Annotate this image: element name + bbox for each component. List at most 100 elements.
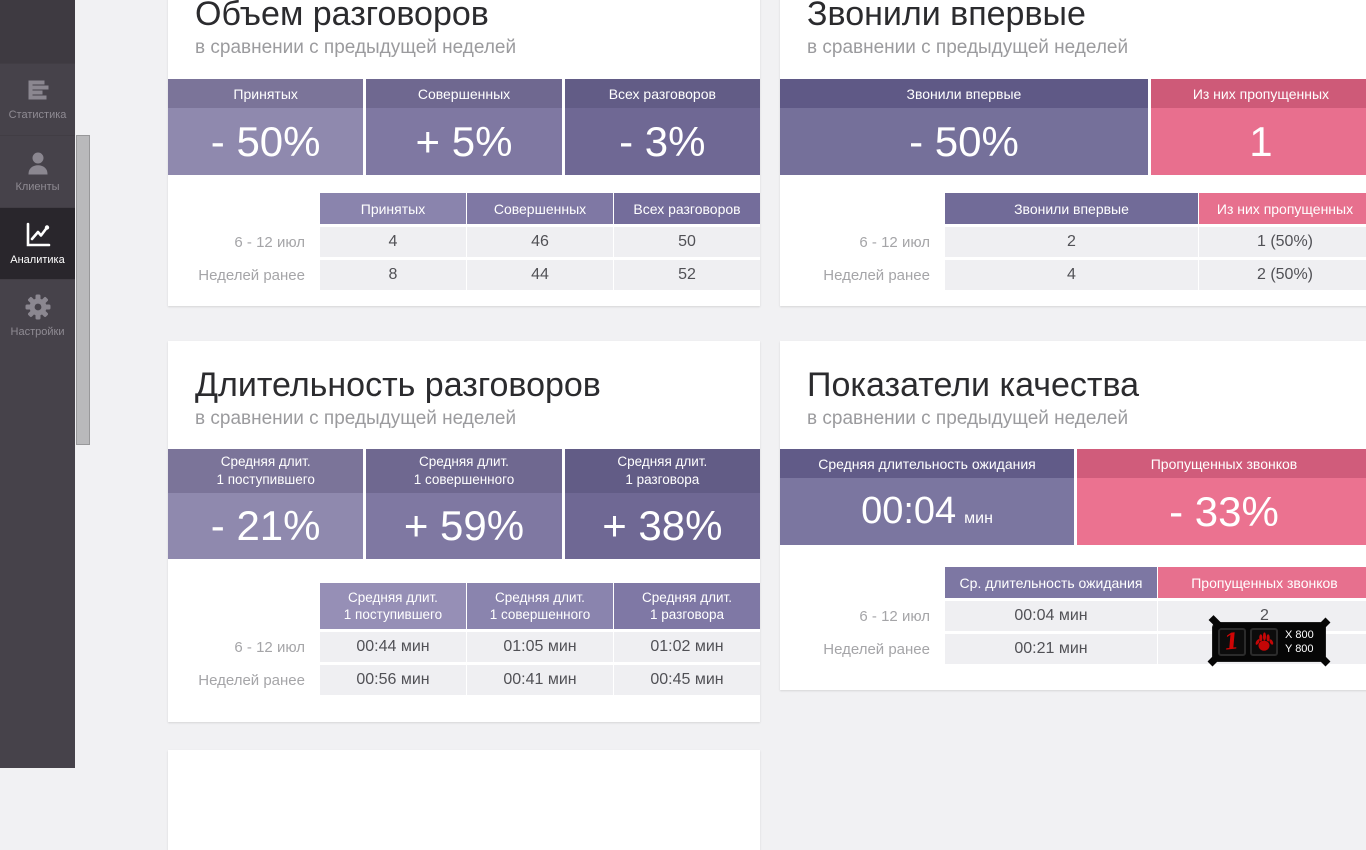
clients-person-icon [25,151,51,175]
metric-bar: Принятых - 50% Совершенных + 5% Всех раз… [168,79,760,175]
metric-missed-calls: Пропущенных звонков - 33% [1077,449,1366,545]
metric-value: - 50% [168,108,363,175]
cursor-position-overlay: 1 X 800 Y 800 [1212,622,1326,662]
metric-value: 00:04 мин [780,478,1074,545]
table-cell: 1 (50%) [1199,227,1366,257]
metric-value: - 33% [1077,478,1366,545]
table-row-label: Неделей ранее [168,665,319,695]
hand-print-icon [1250,628,1278,656]
table-cell: 00:44 мин [320,632,466,662]
metric-value: 1 [1151,108,1366,175]
metric-bar: Средняя длит. 1 поступившего - 21% Средн… [168,449,760,559]
metric-value: + 38% [565,493,760,559]
metric-label: Совершенных [366,79,561,108]
scrollbar-thumb[interactable] [76,135,90,445]
cursor-coordinates: X 800 Y 800 [1285,628,1314,656]
metric-bar: Звонили впервые - 50% Из них пропущенных… [780,79,1366,175]
metric-value: + 59% [366,493,561,559]
metric-label: Пропущенных звонков [1077,449,1366,478]
table-cell: 52 [614,260,760,290]
table-cell: 00:41 мин [467,665,613,695]
cursor-y-value: Y 800 [1285,642,1314,656]
table-column-header: Пропущенных звонков [1158,567,1366,598]
table-row-label: Неделей ранее [780,634,944,664]
table-cell: 50 [614,227,760,257]
metric-avg-outgoing: Средняя длит. 1 совершенного + 59% [366,449,561,559]
metric-label: Средняя длит. 1 поступившего [168,449,363,493]
sidebar-item-label: Аналитика [10,254,64,266]
cursor-one-icon: 1 [1218,628,1246,656]
sidebar-item-label: Статистика [9,109,67,121]
sidebar-item-settings[interactable]: Настройки [0,279,75,351]
table-row-label: 6 - 12 июл [168,227,319,257]
metric-accepted: Принятых - 50% [168,79,363,175]
table-cell: 2 (50%) [1199,260,1366,290]
sidebar: Статистика Клиенты Аналитика [0,0,75,768]
card-subtitle: в сравнении с предыдущей неделей [807,36,1344,60]
sidebar-item-label: Настройки [11,326,65,338]
table-cell: 46 [467,227,613,257]
table-cell: 2 [945,227,1198,257]
metric-value: - 50% [780,108,1148,175]
sidebar-item-statistics[interactable]: Статистика [0,63,75,135]
metric-missed-of-them: Из них пропущенных 1 [1151,79,1366,175]
sidebar-item-clients[interactable]: Клиенты [0,135,75,207]
cursor-x-value: X 800 [1285,628,1314,642]
table-column-header: Звонили впервые [945,193,1198,224]
table-column-header: Средняя длит. 1 совершенного [467,583,613,629]
table-column-header: Всех разговоров [614,193,760,224]
metric-made: Совершенных + 5% [366,79,561,175]
table-cell: 01:05 мин [467,632,613,662]
table-cell: 4 [320,227,466,257]
metric-label: Средняя длит. 1 разговора [565,449,760,493]
table-cell: 00:45 мин [614,665,760,695]
table-cell: 00:04 мин [945,601,1157,631]
main-content: Объем разговоров в сравнении с предыдуще… [75,0,1366,768]
settings-gear-icon [25,294,51,320]
table-column-header: Совершенных [467,193,613,224]
metric-unit: мин [964,496,993,528]
card-call-volume: Объем разговоров в сравнении с предыдуще… [168,0,760,306]
table-column-header: Средняя длит. 1 поступившего [320,583,466,629]
table-cell: 00:56 мин [320,665,466,695]
card-title: Длительность разговоров [195,365,733,405]
card-call-duration: Длительность разговоров в сравнении с пр… [168,341,760,722]
metric-label: Всех разговоров [565,79,760,108]
table-row-label: Неделей ранее [168,260,319,290]
table-column-header: Из них пропущенных [1199,193,1366,224]
metric-first-time: Звонили впервые - 50% [780,79,1148,175]
card-title: Звонили впервые [807,0,1344,34]
card-next-partial [168,750,760,850]
metric-avg-conversation: Средняя длит. 1 разговора + 38% [565,449,760,559]
stats-bars-icon [25,79,51,103]
metric-avg-waiting: Средняя длительность ожидания 00:04 мин [780,449,1074,545]
comparison-table: Принятых Совершенных Всех разговоров 6 -… [168,193,760,290]
metric-label: Принятых [168,79,363,108]
metric-label: Звонили впервые [780,79,1148,108]
table-row-label: 6 - 12 июл [780,601,944,631]
sidebar-top-block [0,0,75,63]
metric-value: + 5% [366,108,561,175]
metric-label: Средняя длит. 1 совершенного [366,449,561,493]
metric-label: Средняя длительность ожидания [780,449,1074,478]
sidebar-item-label: Клиенты [15,181,59,193]
metric-value: - 3% [565,108,760,175]
table-column-header: Средняя длит. 1 разговора [614,583,760,629]
card-title: Показатели качества [807,365,1344,405]
table-row-label: 6 - 12 июл [168,632,319,662]
card-title: Объем разговоров [195,0,733,34]
table-cell: 00:21 мин [945,634,1157,664]
card-first-time-callers: Звонили впервые в сравнении с предыдущей… [780,0,1366,306]
table-cell: 4 [945,260,1198,290]
table-cell: 01:02 мин [614,632,760,662]
metric-avg-incoming: Средняя длит. 1 поступившего - 21% [168,449,363,559]
comparison-table: Средняя длит. 1 поступившего Средняя дли… [168,583,760,695]
metric-bar: Средняя длительность ожидания 00:04 мин … [780,449,1366,545]
metric-value: - 21% [168,493,363,559]
card-subtitle: в сравнении с предыдущей неделей [195,36,733,60]
analytics-chart-icon [24,222,52,248]
sidebar-item-analytics[interactable]: Аналитика [0,207,75,279]
table-cell: 8 [320,260,466,290]
table-column-header: Принятых [320,193,466,224]
table-column-header: Ср. длительность ожидания [945,567,1157,598]
